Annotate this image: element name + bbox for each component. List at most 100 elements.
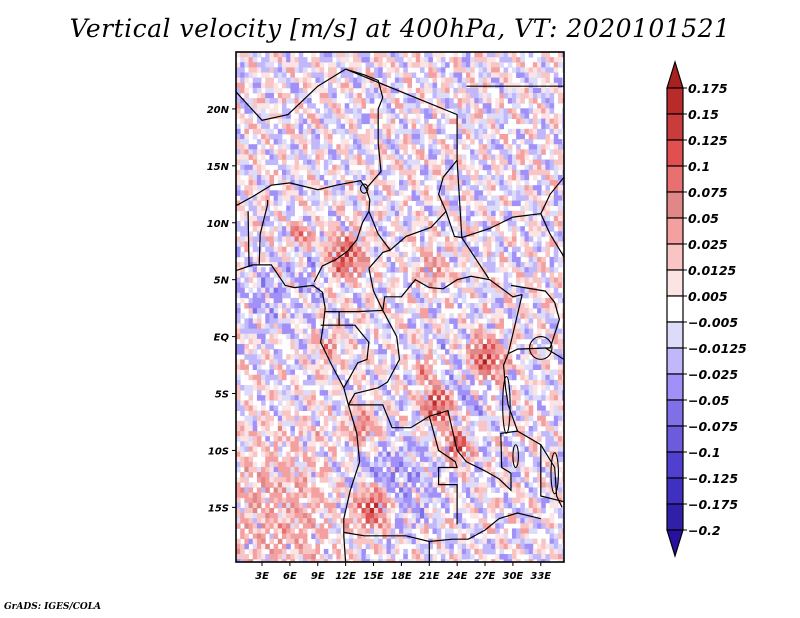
field-cell — [244, 195, 249, 201]
field-cell — [453, 154, 459, 160]
field-cell — [557, 359, 563, 365]
field-cell — [319, 441, 325, 447]
field-cell — [440, 215, 446, 222]
field-cell — [440, 139, 446, 145]
field-cell — [319, 123, 325, 130]
field-cell — [281, 256, 287, 263]
field-cell — [344, 113, 350, 119]
field-cell — [382, 374, 387, 381]
field-cell — [461, 246, 467, 253]
field-cell — [453, 456, 459, 463]
field-cell — [369, 221, 375, 227]
field-cell — [290, 277, 295, 283]
field-cell — [445, 77, 450, 84]
field-cell — [273, 113, 279, 119]
field-cell — [353, 267, 358, 273]
field-cell — [495, 67, 500, 73]
field-cell — [336, 333, 341, 340]
field-cell — [511, 154, 517, 160]
field-cell — [265, 369, 270, 376]
field-cell — [453, 215, 459, 222]
field-cell — [399, 395, 404, 401]
field-cell — [457, 431, 463, 437]
field-cell — [432, 67, 438, 73]
field-cell — [445, 451, 450, 458]
field-cell — [269, 226, 275, 232]
field-cell — [248, 425, 254, 432]
field-cell — [445, 92, 450, 99]
field-cell — [424, 323, 429, 330]
field-cell — [327, 390, 333, 396]
field-cell — [419, 441, 425, 447]
field-cell — [290, 267, 295, 273]
field-cell — [537, 410, 542, 417]
field-cell — [553, 133, 559, 140]
field-cell — [265, 246, 270, 253]
field-cell — [294, 231, 300, 237]
field-cell — [549, 92, 555, 99]
field-cell — [457, 323, 463, 330]
field-cell — [424, 441, 429, 447]
field-cell — [478, 256, 484, 263]
field-cell — [499, 400, 505, 406]
field-cell — [302, 456, 308, 463]
field-cell — [248, 400, 254, 406]
field-cell — [503, 349, 509, 355]
field-cell — [449, 144, 454, 150]
field-cell — [344, 103, 350, 109]
field-cell — [390, 410, 396, 417]
field-cell — [516, 103, 521, 109]
field-cell — [327, 195, 333, 201]
field-cell — [440, 67, 446, 73]
field-cell — [424, 113, 429, 119]
field-cell — [244, 277, 249, 283]
field-cell — [470, 451, 475, 458]
field-cell — [520, 52, 525, 58]
field-cell — [419, 87, 425, 94]
field-cell — [357, 374, 362, 381]
field-cell — [528, 251, 534, 258]
field-cell — [399, 405, 404, 411]
field-cell — [265, 272, 270, 278]
field-cell — [440, 272, 446, 278]
field-cell — [411, 323, 417, 330]
field-cell — [532, 144, 538, 150]
field-cell — [261, 287, 266, 294]
field-cell — [553, 236, 559, 242]
field-cell — [261, 272, 266, 278]
field-cell — [428, 323, 433, 330]
field-cell — [407, 139, 413, 145]
field-cell — [269, 174, 275, 181]
field-cell — [294, 226, 300, 232]
field-cell — [491, 215, 496, 222]
field-cell — [361, 431, 367, 437]
field-cell — [290, 333, 295, 340]
field-cell — [528, 313, 534, 319]
field-cell — [432, 333, 438, 340]
field-cell — [453, 92, 459, 99]
field-cell — [277, 241, 283, 248]
field-cell — [419, 313, 425, 319]
field-cell — [369, 292, 375, 299]
field-cell — [357, 108, 362, 114]
field-cell — [465, 374, 471, 381]
field-cell — [403, 379, 408, 386]
field-cell — [344, 159, 350, 166]
field-cell — [457, 277, 463, 283]
field-cell — [520, 195, 525, 201]
field-cell — [298, 195, 304, 201]
field-cell — [357, 231, 362, 237]
field-cell — [411, 410, 417, 417]
field-cell — [265, 431, 270, 437]
field-cell — [415, 77, 421, 84]
field-cell — [332, 410, 337, 417]
field-cell — [294, 195, 300, 201]
field-cell — [482, 57, 488, 63]
field-cell — [440, 108, 446, 114]
field-cell — [353, 359, 358, 365]
field-cell — [378, 180, 383, 186]
field-cell — [353, 379, 358, 386]
field-cell — [361, 82, 367, 89]
field-cell — [528, 292, 534, 299]
field-cell — [528, 128, 534, 135]
